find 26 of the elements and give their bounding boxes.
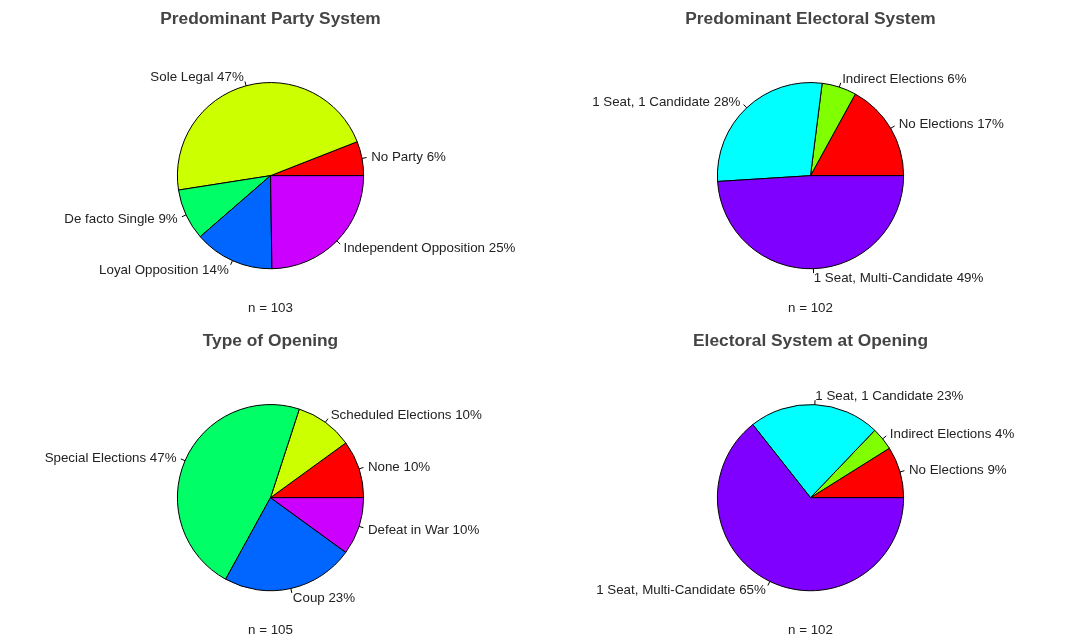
slice-label: Indirect Elections 6% (842, 70, 967, 86)
slice-label: Special Elections 47% (44, 449, 177, 465)
slice-label: Scheduled Elections 10% (330, 407, 482, 423)
slice-label: Indirect Elections 4% (889, 425, 1015, 441)
slice-label: No Party 6% (371, 149, 447, 165)
slice-label: 1 Seat, 1 Candidate 28% (592, 93, 741, 109)
chart-title: Type of Opening (202, 329, 339, 350)
text: n = 102 (788, 622, 833, 638)
text: n = 105 (248, 622, 293, 638)
slice-label: Sole Legal 47% (150, 69, 244, 85)
slice-label: Defeat in War 10% (367, 521, 480, 537)
slice-label: 1 Seat, 1 Candidate 23% (815, 388, 964, 404)
slice-label: No Elections 9% (908, 461, 1007, 477)
chart-title: Predominant Electoral System (685, 7, 936, 28)
text: n = 103 (248, 300, 293, 316)
slice-label: Loyal Opposition 14% (99, 261, 229, 277)
text: n = 102 (788, 300, 833, 316)
slice-label: Coup 23% (292, 589, 356, 605)
slice-label: No Elections 17% (898, 116, 1004, 132)
slice-label: De facto Single 9% (64, 211, 178, 227)
slice-label: Independent Opposition 25% (343, 239, 516, 255)
slice-label: 1 Seat, Multi-Candidate 49% (813, 270, 984, 286)
chart-title: Electoral System at Opening (693, 329, 928, 350)
chart-title: Predominant Party System (160, 7, 381, 28)
slice-label: 1 Seat, Multi-Candidate 65% (596, 582, 767, 598)
slice-label: None 10% (367, 458, 431, 474)
